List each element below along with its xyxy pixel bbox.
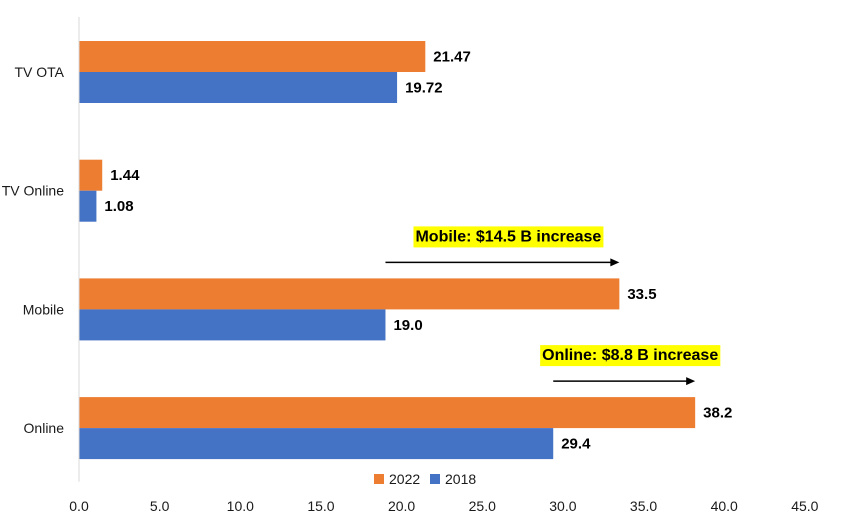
annotation-label: Mobile: $14.5 B increase bbox=[415, 228, 601, 245]
legend: 2022 2018 bbox=[374, 471, 476, 487]
legend-swatch bbox=[374, 474, 384, 484]
bar-2022-tv-online bbox=[79, 159, 103, 191]
data-label: 1.08 bbox=[104, 198, 133, 215]
x-tick-label: 30.0 bbox=[549, 498, 576, 514]
arrowhead-icon bbox=[686, 377, 696, 386]
annotation-highlight bbox=[413, 226, 604, 248]
annotations: Mobile: $14.5 B increase Online: $8.8 B i… bbox=[385, 226, 721, 386]
data-label: 19.72 bbox=[405, 80, 443, 97]
x-tick-label: 45.0 bbox=[791, 498, 818, 514]
data-label: 21.47 bbox=[433, 49, 471, 66]
data-label: 33.5 bbox=[627, 286, 656, 303]
bar-2022-online bbox=[79, 397, 696, 429]
bar-2018-tv-ota bbox=[79, 72, 398, 103]
legend-swatch bbox=[430, 474, 440, 484]
x-tick-label: 40.0 bbox=[711, 498, 738, 514]
annotation-highlight bbox=[540, 345, 721, 367]
data-label: 19.0 bbox=[393, 317, 422, 334]
category-label: TV Online bbox=[2, 183, 64, 199]
legend-label: 2018 bbox=[445, 471, 476, 487]
bars bbox=[79, 41, 696, 460]
annotation: Mobile: $14.5 B increase bbox=[385, 226, 620, 267]
bar-2018-mobile bbox=[79, 309, 386, 341]
data-labels: 21.47 19.72 1.44 1.08 33.5 19.0 38.2 29.4 bbox=[104, 49, 732, 453]
bar-2018-tv-online bbox=[79, 190, 97, 222]
arrowhead-icon bbox=[610, 258, 620, 267]
data-label: 29.4 bbox=[561, 436, 591, 453]
data-label: 1.44 bbox=[110, 167, 140, 184]
bar-2022-tv-ota bbox=[79, 41, 426, 72]
category-label: Online bbox=[24, 420, 65, 436]
x-tick-label: 25.0 bbox=[469, 498, 496, 514]
annotation: Online: $8.8 B increase bbox=[540, 345, 721, 386]
x-tick-label: 10.0 bbox=[227, 498, 254, 514]
x-tick-label: 20.0 bbox=[388, 498, 415, 514]
category-label: Mobile bbox=[23, 301, 64, 317]
category-labels: TV OTA TV Online Mobile Online bbox=[2, 64, 65, 436]
x-tick-label: 0.0 bbox=[69, 498, 89, 514]
bar-2018-online bbox=[79, 428, 554, 460]
x-tick-label: 35.0 bbox=[630, 498, 657, 514]
data-label: 38.2 bbox=[703, 405, 732, 422]
x-axis-tick-labels: 0.0 5.0 10.0 15.0 20.0 25.0 30.0 35.0 40.0 45.0 bbox=[69, 498, 818, 514]
x-tick-label: 5.0 bbox=[150, 498, 170, 514]
category-label: TV OTA bbox=[14, 64, 64, 80]
annotation-label: Online: $8.8 B increase bbox=[542, 347, 718, 364]
legend-label: 2022 bbox=[389, 471, 420, 487]
x-tick-label: 15.0 bbox=[307, 498, 334, 514]
bar-2022-mobile bbox=[79, 278, 620, 310]
